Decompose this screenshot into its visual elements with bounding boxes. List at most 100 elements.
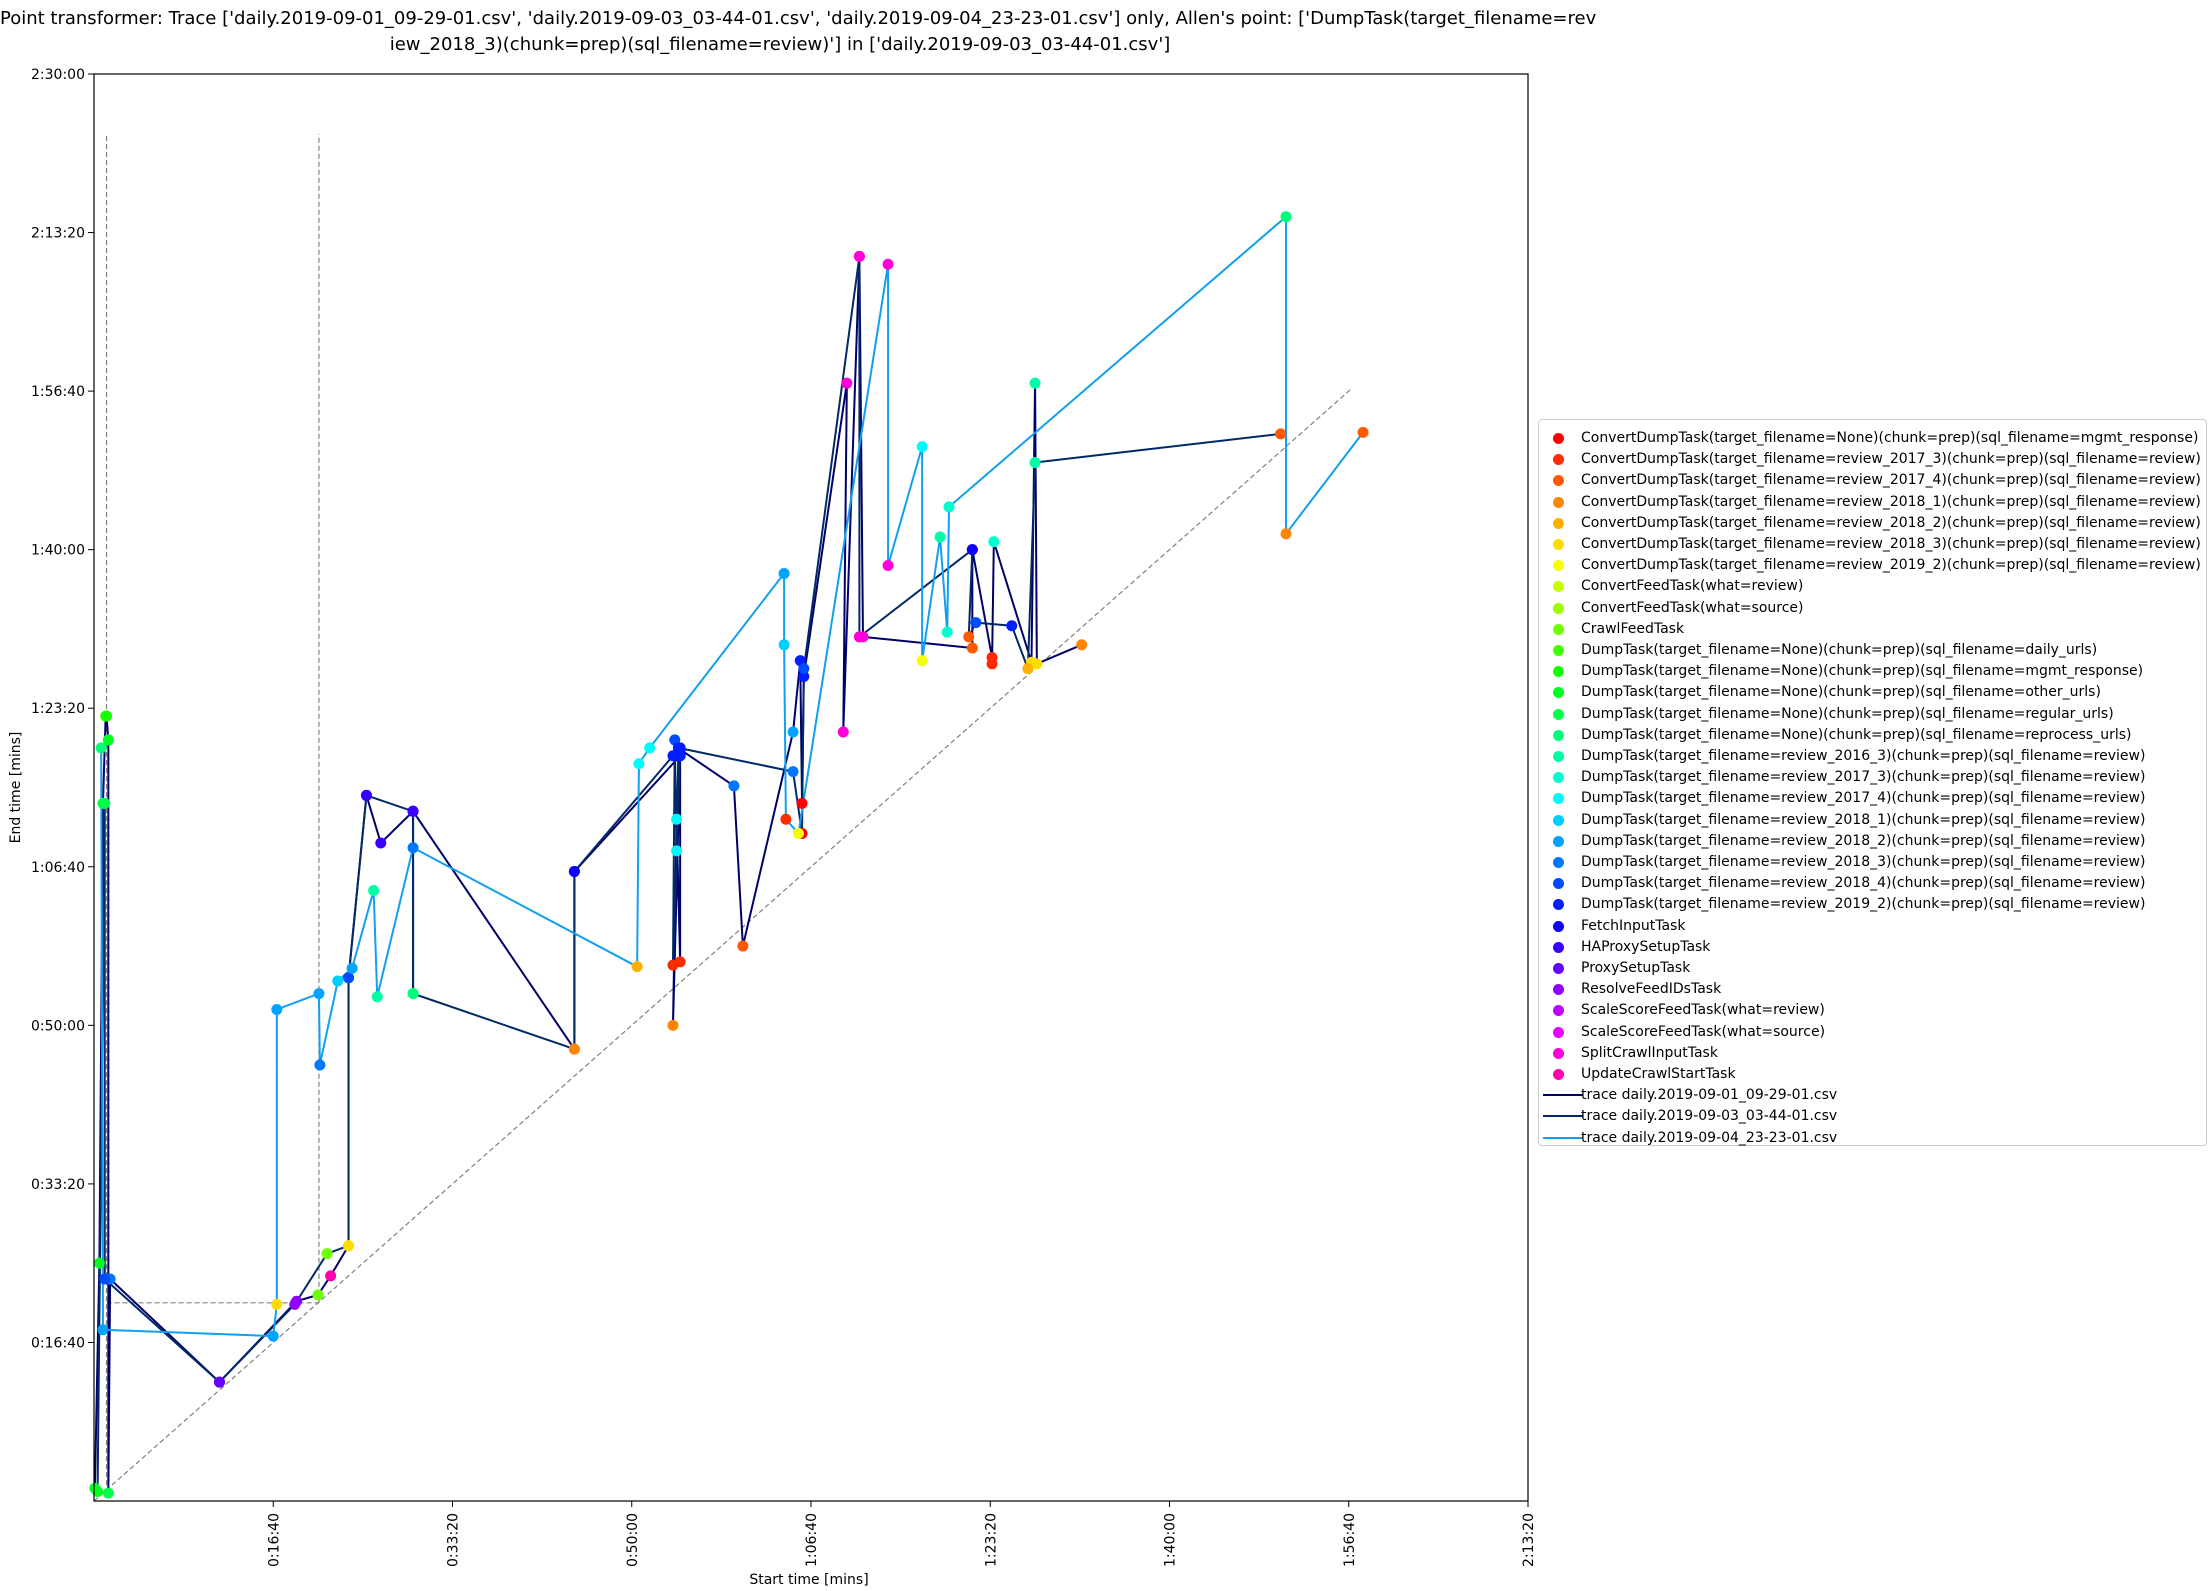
legend-label: DumpTask(target_filename=None)(chunk=pre… (1581, 684, 2101, 701)
legend-marker-swatch (1553, 433, 1564, 444)
data-point (213, 1376, 225, 1388)
data-point (728, 780, 740, 792)
legend-label: trace daily.2019-09-01_09-29-01.csv (1581, 1087, 1838, 1104)
y-tick-label: 0:50:00 (31, 1018, 85, 1034)
data-point (1029, 377, 1041, 389)
legend-label: trace daily.2019-09-03_03-44-01.csv (1581, 1108, 1838, 1125)
legend-label: ConvertDumpTask(target_filename=review_2… (1581, 514, 2201, 531)
legend-item: DumpTask(target_filename=review_2016_3)(… (1539, 746, 2199, 767)
x-tick-label: 2:13:20 (1521, 1513, 1537, 1567)
legend-item: DumpTask(target_filename=review_2017_3)(… (1539, 767, 2199, 788)
x-tick-label: 0:50:00 (625, 1513, 641, 1567)
legend: ConvertDumpTask(target_filename=None)(ch… (1538, 419, 2207, 1146)
legend-marker-swatch (1553, 687, 1564, 699)
legend-label: DumpTask(target_filename=review_2018_4)(… (1581, 875, 2146, 892)
legend-item: ConvertFeedTask(what=source) (1539, 598, 2199, 619)
legend-item: ConvertDumpTask(target_filename=review_2… (1539, 492, 2201, 513)
legend-item: CrawlFeedTask (1539, 619, 2199, 640)
data-point (882, 560, 894, 572)
legend-label: ConvertDumpTask(target_filename=review_2… (1581, 472, 2201, 489)
y-tick-label: 1:40:00 (31, 543, 85, 559)
legend-item: DumpTask(target_filename=None)(chunk=pre… (1539, 661, 2199, 682)
data-point (778, 567, 790, 579)
legend-item: DumpTask(target_filename=None)(chunk=pre… (1539, 725, 2199, 746)
legend-marker-swatch (1553, 878, 1564, 890)
data-point (671, 845, 683, 857)
y-tick-label: 2:30:00 (31, 67, 85, 83)
legend-item: ConvertDumpTask(target_filename=review_2… (1539, 449, 2201, 470)
data-point (633, 758, 645, 770)
legend-marker-swatch (1553, 984, 1564, 996)
legend-marker-swatch (1553, 751, 1564, 762)
series-line-1 (93, 255, 1083, 1495)
diagonal-line (93, 387, 1353, 1502)
legend-marker-swatch (1553, 645, 1564, 656)
x-tick-label: 1:23:20 (983, 1513, 999, 1567)
legend-label: ScaleScoreFeedTask(what=review) (1581, 1002, 1825, 1019)
legend-item: DumpTask(target_filename=review_2018_1)(… (1539, 810, 2199, 831)
legend-label: ConvertDumpTask(target_filename=review_2… (1581, 451, 2201, 468)
data-point (1022, 663, 1034, 675)
reference-lines (105, 134, 320, 1494)
chart-title: Point transformer: Trace ['daily.2019-09… (0, 6, 1596, 58)
data-point (737, 940, 749, 952)
x-tick-label: 1:56:40 (1342, 1513, 1358, 1567)
legend-marker-swatch (1553, 539, 1564, 550)
data-point (346, 962, 358, 974)
legend-label: DumpTask(target_filename=review_2017_3)(… (1581, 769, 2146, 786)
legend-item: DumpTask(target_filename=review_2017_4)(… (1539, 788, 2199, 809)
data-point (568, 1043, 580, 1055)
legend-item: ProxySetupTask (1539, 958, 2199, 979)
data-point (375, 837, 387, 849)
legend-item: ConvertFeedTask(what=review) (1539, 576, 2199, 597)
data-point (798, 663, 810, 675)
data-point (671, 813, 683, 825)
data-point (343, 1240, 355, 1252)
series-line-3 (100, 215, 1364, 1338)
data-point (787, 726, 799, 738)
legend-label: ScaleScoreFeedTask(what=source) (1581, 1023, 1826, 1040)
data-point (644, 742, 656, 754)
legend-label: ResolveFeedIDsTask (1581, 981, 1722, 998)
data-point (672, 742, 684, 754)
legend-label: ConvertDumpTask(target_filename=None)(ch… (1581, 430, 2199, 446)
data-point (1006, 620, 1018, 632)
legend-label: ConvertFeedTask(what=source) (1581, 599, 1804, 616)
legend-marker-swatch (1553, 475, 1564, 487)
data-point (667, 750, 679, 762)
data-point (407, 805, 419, 817)
data-point (841, 377, 853, 389)
legend-marker-swatch (1553, 454, 1564, 466)
data-point (343, 972, 355, 984)
legend-marker-swatch (1553, 814, 1564, 826)
legend-label: ConvertFeedTask(what=review) (1581, 578, 1804, 595)
data-point (792, 827, 804, 839)
legend-marker-swatch (1553, 602, 1564, 614)
data-point (1357, 426, 1369, 438)
data-point (966, 544, 978, 556)
legend-item: UpdateCrawlStartTask (1539, 1064, 2199, 1085)
data-point (667, 959, 679, 971)
data-point (837, 726, 849, 738)
y-tick-label: 0:33:20 (31, 1177, 85, 1193)
legend-label: DumpTask(target_filename=review_2019_2)(… (1581, 896, 2146, 913)
data-point (780, 813, 792, 825)
legend-label: trace daily.2019-09-04_23-23-01.csv (1581, 1129, 1838, 1146)
legend-marker-swatch (1553, 1026, 1564, 1038)
data-point (325, 1270, 337, 1282)
legend-label: HAProxySetupTask (1581, 938, 1711, 955)
x-axis-label: Start time [mins] (749, 1572, 868, 1588)
data-point (941, 626, 953, 638)
legend-item: DumpTask(target_filename=review_2018_2)(… (1539, 831, 2199, 852)
x-axis-ticks: 0:16:40 0:33:20 0:50:00 1:06:40 1:23:20 1:40:… (266, 1501, 1537, 1567)
data-point (371, 991, 383, 1003)
y-tick-label: 2:13:20 (31, 226, 85, 242)
data-point (986, 658, 998, 670)
data-point (267, 1330, 279, 1342)
y-tick-label: 0:16:40 (31, 1335, 85, 1351)
data-point (966, 642, 978, 654)
legend-label: DumpTask(target_filename=None)(chunk=pre… (1581, 642, 2098, 658)
data-point (1029, 456, 1041, 468)
legend-label: CrawlFeedTask (1581, 620, 1685, 637)
